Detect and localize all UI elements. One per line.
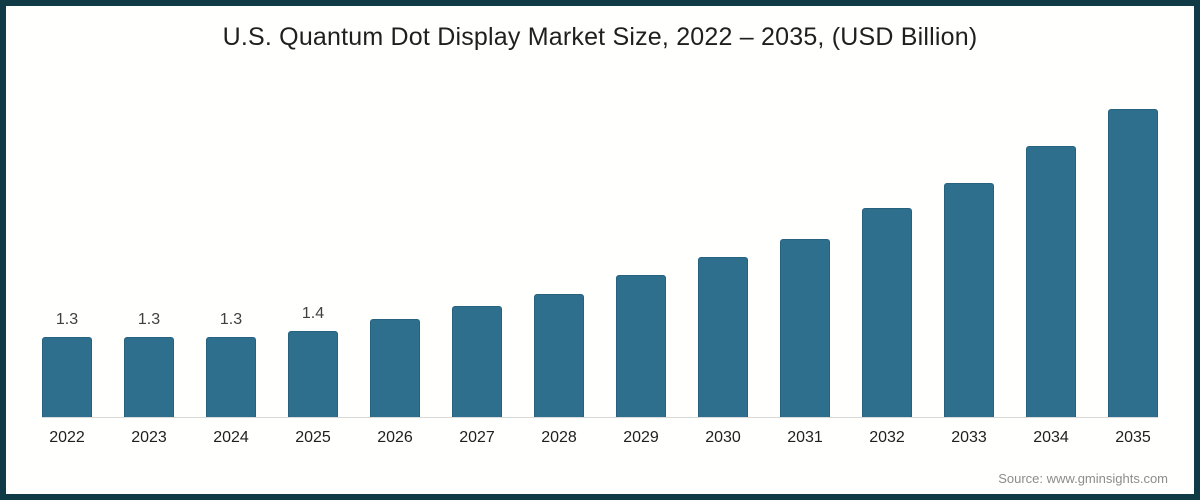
x-axis-label-text: 2033 xyxy=(951,429,987,446)
x-axis-label-2027: 2027 xyxy=(452,429,502,447)
x-axis-label-text: 2023 xyxy=(131,429,167,446)
bar-group-2034 xyxy=(1026,146,1076,417)
x-axis-label-text: 2032 xyxy=(869,429,905,446)
chart-title: U.S. Quantum Dot Display Market Size, 20… xyxy=(222,23,978,51)
bar-2035 xyxy=(1108,109,1158,417)
x-axis-label-text: 2022 xyxy=(49,429,85,446)
bar-group-2028 xyxy=(534,294,584,417)
x-axis-label-text: 2024 xyxy=(213,429,249,446)
bar-group-2024: 1.3 xyxy=(206,312,256,417)
bar-2030 xyxy=(698,257,748,417)
bars-row: 1.3 1.3 1.3 1.4 xyxy=(42,98,1158,418)
bar-2031 xyxy=(780,239,830,417)
x-axis-label-2024: 2024 xyxy=(206,429,256,447)
x-axis-label-text: 2026 xyxy=(377,429,413,446)
bar-2024 xyxy=(206,337,256,417)
bar-2033 xyxy=(944,183,994,417)
x-axis-label-2035: 2035 xyxy=(1108,429,1158,447)
x-axis-label-2026: 2026 xyxy=(370,429,420,447)
bar-group-2032 xyxy=(862,208,912,417)
x-axis-label-2022: 2022 xyxy=(42,429,92,447)
bar-2029 xyxy=(616,275,666,417)
bar-2027 xyxy=(452,306,502,417)
x-axis-label-2030: 2030 xyxy=(698,429,748,447)
x-axis-label-text: 2027 xyxy=(459,429,495,446)
bar-2022 xyxy=(42,337,92,417)
bar-group-2033 xyxy=(944,183,994,417)
x-axis-label-text: 2025 xyxy=(295,429,331,446)
x-axis-label-text: 2030 xyxy=(705,429,741,446)
plot-area: 1.3 1.3 1.3 1.4 2022 2023 2024 2025 2026 2027 202… xyxy=(42,98,1158,447)
x-axis-label-2028: 2028 xyxy=(534,429,584,447)
x-axis-label-text: 2035 xyxy=(1115,429,1151,446)
bar-2026 xyxy=(370,319,420,417)
bar-group-2025: 1.4 xyxy=(288,306,338,417)
bar-group-2027 xyxy=(452,306,502,417)
x-axis-label-2029: 2029 xyxy=(616,429,666,447)
x-axis-label-2025: 2025 xyxy=(288,429,338,447)
bar-value-label-2025: 1.4 xyxy=(301,305,325,322)
x-axis-label-text: 2031 xyxy=(787,429,823,446)
bar-2028 xyxy=(534,294,584,417)
bar-group-2022: 1.3 xyxy=(42,312,92,417)
bar-2034 xyxy=(1026,146,1076,417)
bar-2032 xyxy=(862,208,912,417)
bar-value-label-2024: 1.3 xyxy=(219,311,243,328)
bar-2023 xyxy=(124,337,174,417)
bar-value-label-2023: 1.3 xyxy=(137,311,161,328)
bar-group-2023: 1.3 xyxy=(124,312,174,417)
source-note: Source: www.gminsights.com xyxy=(998,471,1168,486)
x-axis-label-2023: 2023 xyxy=(124,429,174,447)
bar-group-2031 xyxy=(780,239,830,417)
bar-group-2035 xyxy=(1108,109,1158,417)
x-axis-label-text: 2034 xyxy=(1033,429,1069,446)
bar-group-2030 xyxy=(698,257,748,417)
x-axis-label-2031: 2031 xyxy=(780,429,830,447)
bar-group-2029 xyxy=(616,275,666,417)
bar-group-2026 xyxy=(370,319,420,417)
bar-2025 xyxy=(288,331,338,417)
x-axis-label-text: 2028 xyxy=(541,429,577,446)
x-axis-labels: 2022 2023 2024 2025 2026 2027 2028 2029 2030 2031… xyxy=(42,429,1158,447)
bar-value-label-2022: 1.3 xyxy=(55,311,79,328)
x-axis-label-2034: 2034 xyxy=(1026,429,1076,447)
x-axis-label-text: 2029 xyxy=(623,429,659,446)
x-axis-label-2033: 2033 xyxy=(944,429,994,447)
x-axis-label-2032: 2032 xyxy=(862,429,912,447)
